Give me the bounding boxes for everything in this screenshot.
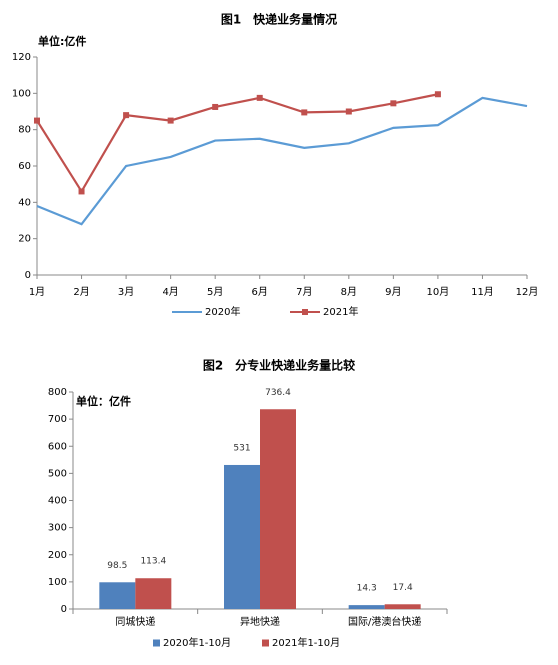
data-label: 98.5 xyxy=(107,561,127,571)
y-tick-label: 0 xyxy=(61,604,67,615)
marker xyxy=(34,117,40,124)
marker xyxy=(434,91,441,98)
unit-label: 单位：亿件 xyxy=(76,394,131,408)
y-tick-label: 600 xyxy=(48,441,67,452)
x-tick-label: 国际/港澳台快递 xyxy=(348,615,421,628)
x-tick-label: 8月 xyxy=(341,286,357,298)
y-tick-label: 120 xyxy=(12,52,31,63)
data-label: 113.4 xyxy=(140,557,166,567)
marker xyxy=(167,117,174,124)
y-tick-label: 700 xyxy=(48,414,67,425)
y-tick-label: 500 xyxy=(48,468,67,479)
y-tick-label: 300 xyxy=(48,523,67,534)
bar xyxy=(348,605,385,609)
x-tick-label: 4月 xyxy=(162,286,178,298)
legend-label: 2020年 xyxy=(205,305,240,318)
bar xyxy=(260,409,296,609)
x-tick-label: 6月 xyxy=(252,286,268,298)
x-tick-label: 同城快递 xyxy=(115,615,155,628)
bar xyxy=(99,582,136,609)
data-label: 736.4 xyxy=(265,388,291,398)
marker xyxy=(256,94,263,101)
legend-label: 2020年1-10月 xyxy=(163,636,231,649)
y-tick-label: 800 xyxy=(48,387,67,398)
data-label: 17.4 xyxy=(393,583,413,593)
x-tick-label: 异地快递 xyxy=(240,615,280,628)
y-tick-label: 400 xyxy=(48,496,67,507)
marker xyxy=(301,109,308,116)
marker xyxy=(345,108,352,115)
data-label: 14.3 xyxy=(357,584,377,594)
legend-label: 2021年 xyxy=(323,305,358,318)
x-tick-label: 7月 xyxy=(296,286,312,298)
legend-marker xyxy=(302,309,308,315)
y-tick-label: 60 xyxy=(18,161,31,172)
x-tick-label: 2月 xyxy=(73,286,89,298)
y-tick-label: 100 xyxy=(12,88,31,99)
legend-swatch xyxy=(153,639,160,647)
x-tick-label: 10月 xyxy=(427,286,450,298)
data-label: 531 xyxy=(233,443,250,453)
x-tick-label: 5月 xyxy=(207,286,223,298)
chart-title: 图1 快递业务量情况 xyxy=(221,12,337,27)
x-tick-label: 11月 xyxy=(471,286,494,298)
y-tick-label: 20 xyxy=(18,234,31,245)
x-tick-label: 1月 xyxy=(29,286,45,298)
chart-title: 图2 分专业快递业务量比较 xyxy=(203,358,355,373)
y-tick-label: 200 xyxy=(48,550,67,561)
x-tick-label: 9月 xyxy=(385,286,401,298)
bar xyxy=(224,464,260,609)
marker xyxy=(390,100,397,107)
marker xyxy=(212,103,219,110)
bar xyxy=(135,578,172,609)
unit-label: 单位:亿件 xyxy=(38,34,86,48)
legend-label: 2021年1-10月 xyxy=(272,636,340,649)
marker xyxy=(78,188,85,195)
y-tick-label: 100 xyxy=(48,577,67,588)
x-tick-label: 12月 xyxy=(516,286,539,298)
legend-swatch xyxy=(262,639,269,647)
series-line xyxy=(36,93,439,194)
x-tick-label: 3月 xyxy=(118,286,134,298)
y-tick-label: 40 xyxy=(18,197,31,208)
y-tick-label: 0 xyxy=(25,270,31,281)
bar xyxy=(384,604,421,609)
y-tick-label: 80 xyxy=(18,125,31,136)
series-line xyxy=(36,96,528,226)
marker xyxy=(123,112,130,119)
